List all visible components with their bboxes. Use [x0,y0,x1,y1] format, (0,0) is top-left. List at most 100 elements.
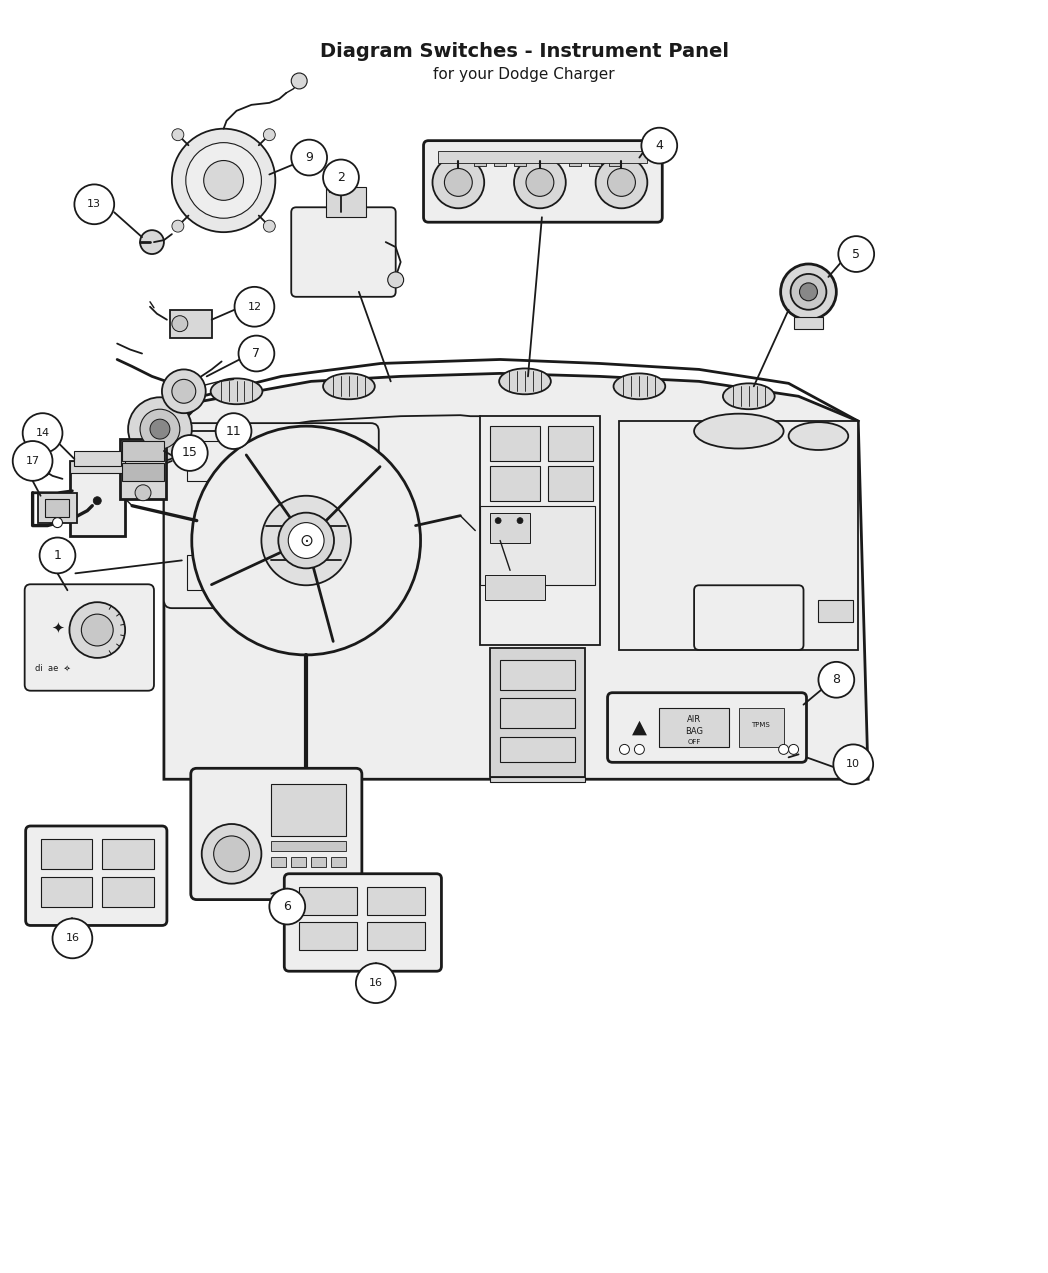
Text: TPMS: TPMS [751,722,770,728]
Bar [515,158,526,165]
Circle shape [239,336,275,372]
Circle shape [444,168,473,196]
Bar [569,158,581,165]
Circle shape [291,140,327,176]
Text: 14: 14 [36,428,49,438]
Circle shape [216,414,252,449]
Text: 7: 7 [253,348,260,360]
Ellipse shape [201,476,281,546]
Bar [326,187,366,218]
Bar [331,857,346,867]
Circle shape [52,919,92,959]
Bar [495,158,506,165]
Bar [41,839,92,868]
Bar [311,857,326,867]
Circle shape [214,836,249,872]
Circle shape [172,129,276,232]
Circle shape [838,236,874,272]
Ellipse shape [499,368,551,395]
Bar [500,698,574,727]
Bar [490,648,585,778]
Circle shape [641,127,677,163]
Circle shape [150,419,170,439]
Ellipse shape [211,378,262,405]
Text: BAG: BAG [685,727,703,736]
Circle shape [172,316,188,332]
Bar [103,877,154,906]
Bar [480,416,599,645]
FancyBboxPatch shape [163,423,378,608]
Text: ▲: ▲ [632,718,647,737]
Bar [490,426,540,461]
Bar [367,887,424,914]
Circle shape [608,168,635,196]
Bar [123,463,163,481]
Text: ⊙: ⊙ [300,532,313,550]
Circle shape [818,662,854,698]
Circle shape [135,485,151,500]
Bar [170,309,212,337]
Circle shape [833,745,873,784]
Text: 10: 10 [846,759,860,769]
Text: 8: 8 [832,673,840,686]
Bar [271,857,286,867]
FancyBboxPatch shape [191,769,362,900]
Circle shape [515,157,566,209]
Circle shape [779,745,788,755]
Circle shape [279,513,334,568]
Text: Diagram Switches - Instrument Panel: Diagram Switches - Instrument Panel [320,42,728,61]
Bar [38,493,78,523]
Text: 2: 2 [337,171,345,183]
Bar [45,499,69,517]
Bar [70,461,125,536]
Bar [480,505,594,586]
Circle shape [192,426,420,654]
FancyBboxPatch shape [608,693,807,763]
Circle shape [128,397,192,461]
Ellipse shape [694,414,784,448]
Circle shape [172,220,183,232]
Circle shape [172,435,208,471]
Circle shape [790,274,827,309]
Text: 6: 6 [283,900,291,913]
Text: 16: 16 [65,933,80,943]
Bar [123,440,163,461]
Bar [490,778,585,782]
Ellipse shape [323,373,375,400]
Bar [659,708,729,747]
Bar [548,426,592,461]
Circle shape [203,160,243,200]
Circle shape [261,495,351,586]
Circle shape [800,283,817,300]
Bar [329,177,344,192]
Bar [619,421,858,651]
Bar [490,466,540,500]
Circle shape [495,518,501,523]
Ellipse shape [613,373,665,400]
FancyBboxPatch shape [291,207,396,297]
Bar [121,439,166,499]
Bar [70,461,125,472]
Text: ✦: ✦ [51,620,64,635]
Circle shape [52,518,63,527]
Ellipse shape [297,481,366,541]
Circle shape [140,230,163,255]
Bar [271,841,346,850]
Text: 9: 9 [305,151,313,164]
Bar [291,857,306,867]
Bar [485,575,545,600]
Circle shape [356,964,396,1003]
Circle shape [93,496,102,504]
Circle shape [69,602,125,658]
Text: 15: 15 [182,447,198,460]
Bar [299,887,357,914]
Text: for your Dodge Charger: for your Dodge Charger [433,67,615,83]
Circle shape [235,286,275,327]
Circle shape [517,518,523,523]
Circle shape [323,159,358,195]
Circle shape [781,264,836,320]
Text: 13: 13 [87,200,102,209]
Bar [271,784,346,836]
Circle shape [595,157,648,209]
Bar [41,877,92,906]
